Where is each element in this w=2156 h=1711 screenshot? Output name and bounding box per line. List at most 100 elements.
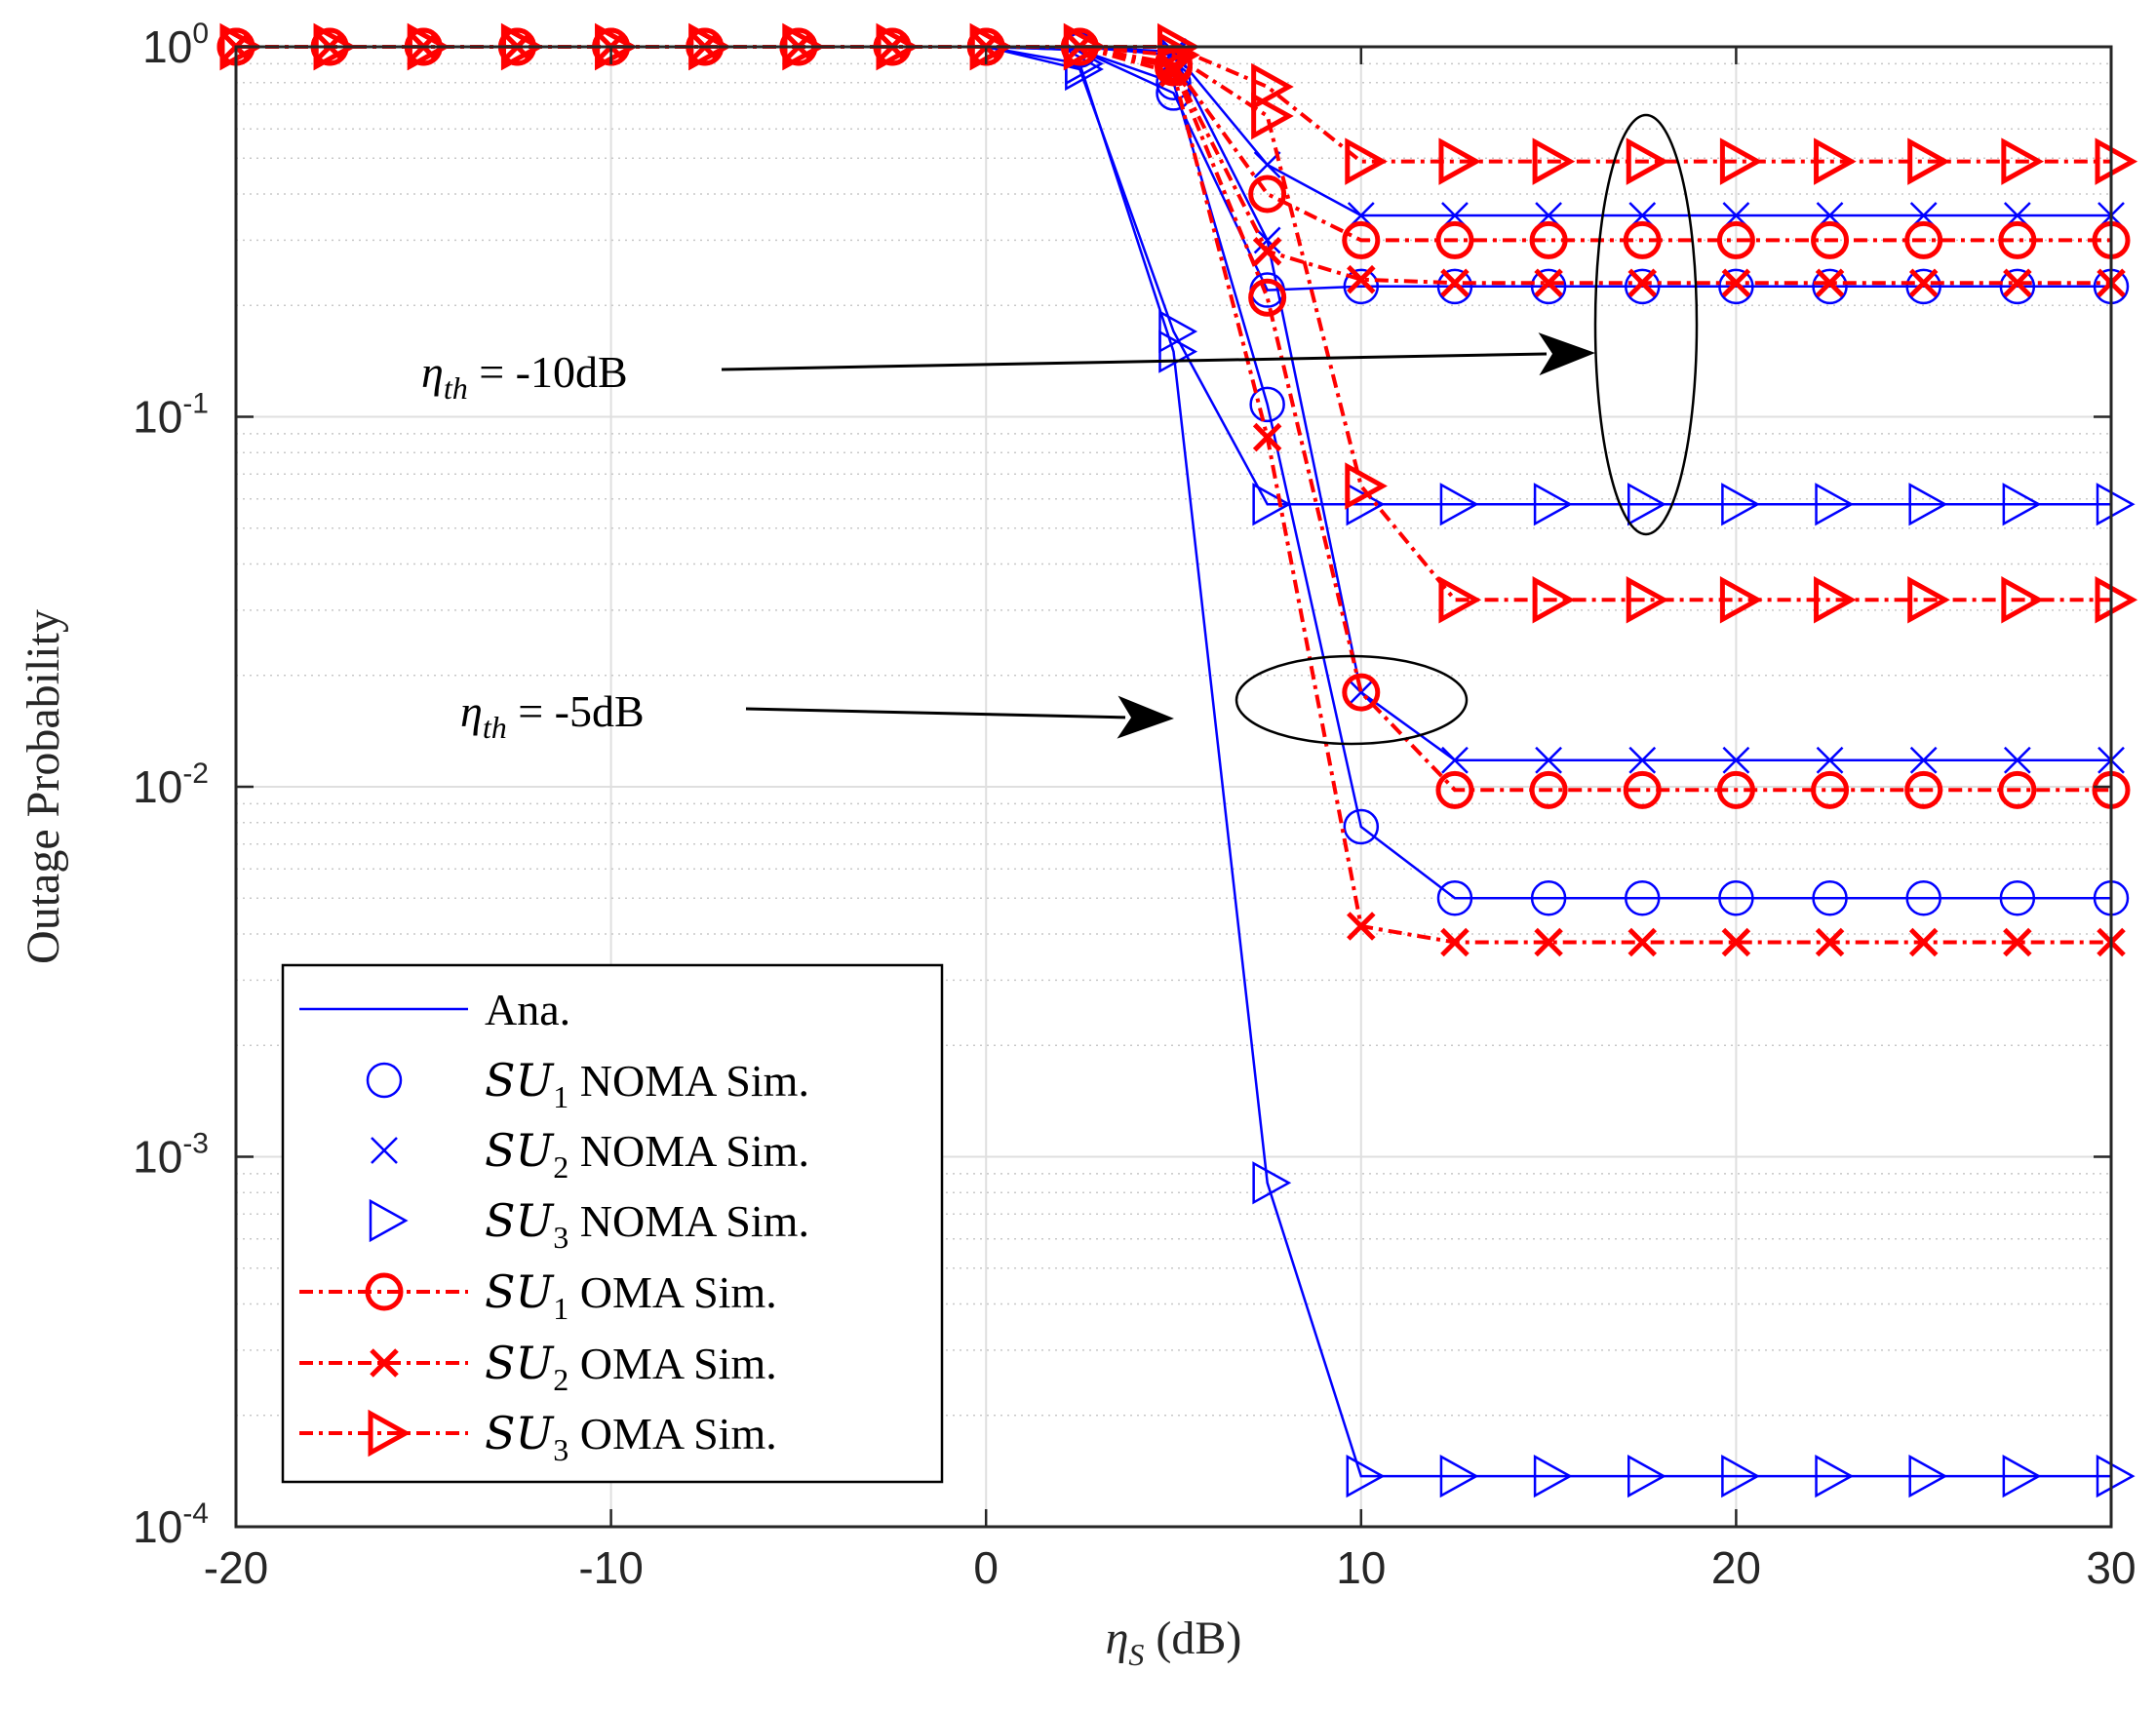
x-tick-label: -20 <box>204 1542 268 1593</box>
triangle-marker <box>1346 1454 1386 1498</box>
legend-label: SU1 OMA Sim. <box>485 1265 777 1326</box>
circle-marker <box>1530 879 1567 916</box>
y-tick-label: 10-1 <box>133 388 209 443</box>
circle-marker <box>1625 268 1661 305</box>
circle-marker <box>1812 879 1848 916</box>
triangle-marker <box>1626 576 1669 624</box>
arrow-shaft <box>721 352 1548 371</box>
triangle-marker <box>1627 483 1666 526</box>
triangle-marker <box>1533 1454 1573 1498</box>
y-tick-label: 10-2 <box>133 758 209 812</box>
legend-label: SU3 OMA Sim. <box>485 1407 777 1467</box>
triangle-marker <box>1345 462 1388 510</box>
circle-marker <box>1905 879 1941 916</box>
circle-marker <box>1435 770 1474 809</box>
triangle-marker <box>1815 1454 1855 1498</box>
circle-marker <box>1811 220 1850 259</box>
triangle-marker <box>2001 137 2044 185</box>
x-marker <box>1534 927 1563 957</box>
circle-marker <box>1529 770 1568 809</box>
circle-marker <box>1718 268 1754 305</box>
triangle-marker <box>1532 137 1576 185</box>
legend-label: SU3 NOMA Sim. <box>485 1194 809 1255</box>
x-marker <box>2003 268 2032 297</box>
x-marker <box>2003 746 2031 774</box>
circle-marker <box>1248 175 1287 214</box>
circle-marker <box>1999 268 2036 305</box>
triangle-marker <box>1157 31 1200 79</box>
triangle-marker <box>1908 483 1948 526</box>
annotation-th10: ηth = -10dB <box>421 347 628 406</box>
triangle-marker <box>2096 483 2136 526</box>
x-marker <box>1535 746 1562 774</box>
circle-marker <box>1998 770 2037 809</box>
ellipse-th5 <box>1235 654 1469 746</box>
x-marker <box>1347 912 1376 941</box>
arrow-th5 <box>745 695 1174 739</box>
annotation-th5: ηth = -5dB <box>460 686 645 745</box>
triangle-marker <box>1719 576 1763 624</box>
triangle-marker <box>1438 576 1482 624</box>
legend-label: Ana. <box>485 985 570 1034</box>
legend-item-oma_su2: SU2 OMA Sim. <box>299 1337 777 1397</box>
x-marker <box>1721 927 1751 957</box>
x-tick-label: 0 <box>973 1542 999 1593</box>
arrow-th10 <box>721 332 1595 376</box>
triangle-marker <box>1438 137 1482 185</box>
circle-marker <box>1249 386 1285 423</box>
triangle-marker <box>1439 483 1479 526</box>
legend: Ana. SU1 NOMA Sim. SU2 NOMA Sim. SU3 NOMA S… <box>281 963 944 1484</box>
x-marker <box>1440 268 1470 297</box>
circle-marker <box>1342 673 1381 712</box>
legend-item-oma_su3: SU3 OMA Sim. <box>299 1407 777 1467</box>
triangle-marker <box>2002 483 2042 526</box>
x-marker <box>1627 268 1658 297</box>
triangle-marker <box>1251 62 1294 111</box>
triangle-marker <box>2001 576 2044 624</box>
triangle-marker <box>1907 576 1950 624</box>
circle-marker <box>1812 268 1848 305</box>
triangle-marker <box>1439 1454 1479 1498</box>
triangle-marker <box>1252 483 1292 526</box>
x-marker <box>371 1137 398 1164</box>
arrowhead <box>1538 332 1595 376</box>
circle-marker <box>1343 808 1380 845</box>
ellipse-th10 <box>1593 113 1699 536</box>
circle-marker <box>1998 220 2037 259</box>
legend-label: SU1 NOMA Sim. <box>485 1054 809 1114</box>
x-marker <box>1347 264 1376 294</box>
circle-marker <box>1625 879 1661 916</box>
tick-labels: -20 -10 0 10 20 30 100 10-1 10-2 10-3 10-4 <box>133 18 2136 1593</box>
triangle-marker <box>1908 1454 1948 1498</box>
x-tick-label: 30 <box>2086 1542 2136 1593</box>
x-marker <box>1908 268 1939 297</box>
triangle-marker <box>1627 1454 1666 1498</box>
x-marker <box>1722 746 1750 774</box>
triangle-marker <box>1533 483 1573 526</box>
x-marker <box>1815 927 1845 957</box>
triangle-marker <box>1252 1161 1292 1205</box>
legend-item-ana: Ana. <box>299 985 570 1034</box>
circle-marker <box>365 1272 404 1311</box>
legend-item-oma_su1: SU1 OMA Sim. <box>299 1265 777 1326</box>
x-marker <box>1908 927 1939 957</box>
axis-titles: ηS (dB) Outage Probability <box>18 609 1241 1672</box>
x-marker <box>1440 927 1470 957</box>
circle-marker <box>1529 220 1568 259</box>
circle-marker <box>1436 268 1473 305</box>
circle-marker <box>1343 268 1380 305</box>
triangle-marker <box>1814 576 1857 624</box>
x-marker <box>1441 746 1469 774</box>
circle-marker <box>1716 220 1755 259</box>
y-tick-label: 100 <box>142 18 209 72</box>
circle-marker <box>1342 220 1381 259</box>
triangle-marker <box>369 1198 409 1243</box>
x-marker <box>1816 746 1844 774</box>
y-axis-title: Outage Probability <box>18 609 69 964</box>
triangle-marker <box>1532 576 1576 624</box>
x-marker <box>1252 237 1282 266</box>
triangle-marker <box>1907 137 1950 185</box>
triangle-marker <box>1815 483 1855 526</box>
annotations: ηth = -10dB ηth = -5dB <box>421 113 1699 746</box>
x-tick-label: -10 <box>578 1542 643 1593</box>
